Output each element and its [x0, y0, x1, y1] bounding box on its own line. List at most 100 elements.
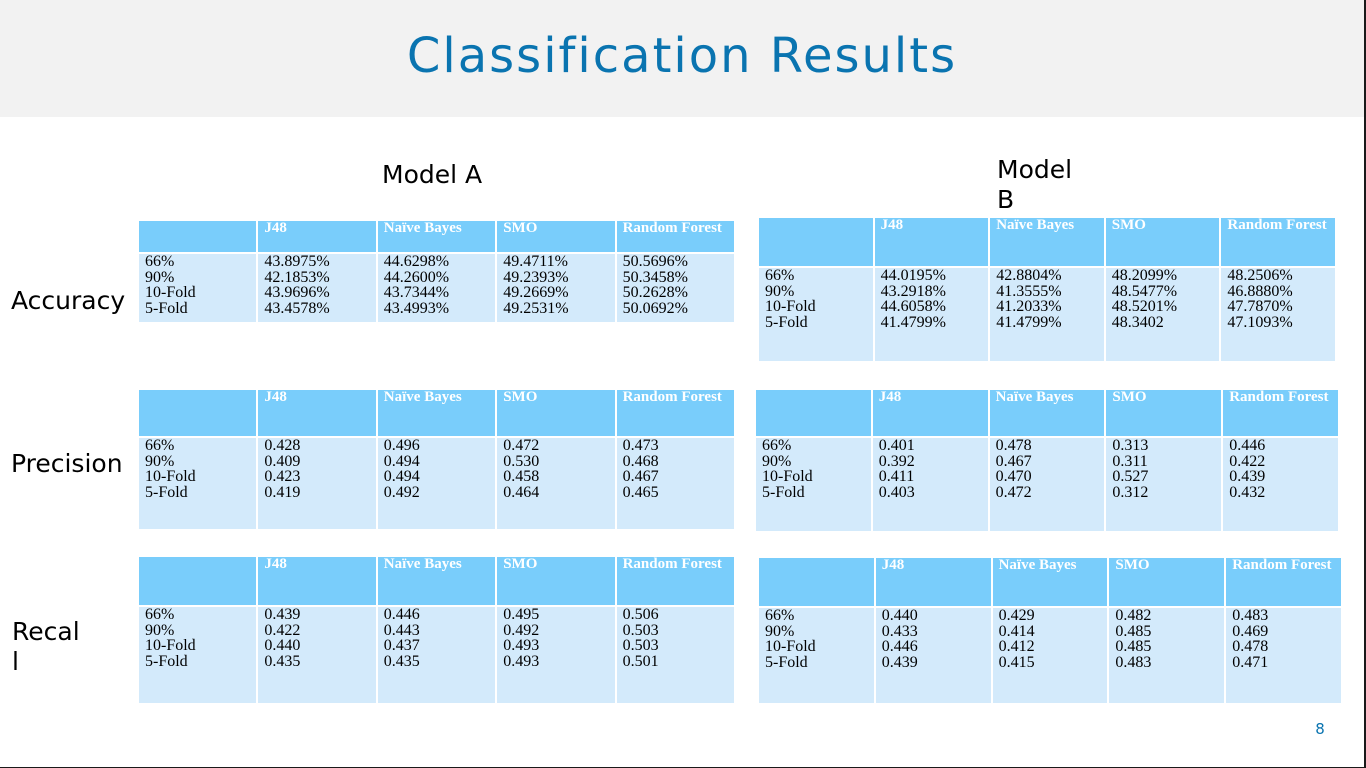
table-header-cell: SMO: [1105, 218, 1220, 266]
table-value: 0.311: [1112, 452, 1148, 470]
table-header-cell: SMO: [497, 557, 615, 605]
table-value: 0.446: [383, 607, 420, 623]
row-label-precision: Precision: [11, 449, 123, 478]
table-value: 0.467: [622, 468, 659, 485]
table-value: 0.435: [264, 652, 301, 670]
table-row-label: 5-Fold: [765, 653, 808, 671]
table-value: 0.409: [264, 452, 301, 470]
table-value: 0.412: [998, 638, 1035, 655]
table-value: 0.464: [503, 483, 540, 501]
table-header-cell: Naïve Bayes: [990, 218, 1104, 266]
table-row-labels-cell: 66% 90% 10-Fold 5-Fold: [139, 438, 257, 529]
model-b-title-line1: Model: [997, 155, 1073, 184]
table-value: 48.5477%: [1111, 282, 1178, 300]
table-value: 50.0692%: [622, 299, 688, 317]
model-b-title-line2: B: [997, 185, 1015, 214]
table-header-cell: Naïve Bayes: [989, 390, 1105, 436]
table-value: 0.494: [383, 468, 420, 485]
table-value: 0.482: [1115, 608, 1152, 624]
table-value: 43.2918%: [880, 282, 946, 300]
right-border: [1364, 0, 1366, 768]
table-value: 0.485: [1115, 638, 1152, 655]
table-header-cell: Naïve Bayes: [377, 221, 496, 252]
table-value: 0.428: [264, 438, 301, 454]
table-header-cell: J48: [874, 218, 989, 266]
table-value: 0.414: [998, 622, 1035, 640]
table-value: 48.2506%: [1227, 268, 1293, 284]
table-value: 0.423: [264, 468, 301, 485]
table-row-label: 10-Fold: [765, 298, 816, 315]
table-values-cell: 0.313 0.311 0.527 0.312: [1106, 438, 1222, 531]
table-value: 0.429: [998, 608, 1035, 624]
table-header-cell: Random Forest: [616, 390, 734, 436]
row-label-accuracy: Accuracy: [11, 286, 126, 315]
table-value: 0.403: [878, 483, 915, 501]
table-model-a-precision: J48 Naïve Bayes SMO Random Forest 66% 90% 10-F…: [139, 390, 734, 529]
table-header-cell: Random Forest: [1226, 558, 1341, 606]
table-row-labels-cell: 66% 90% 10-Fold 5-Fold: [139, 254, 257, 322]
table-values-cell: 0.439 0.422 0.440 0.435: [258, 607, 376, 703]
table-header-cell: Naïve Bayes: [377, 390, 496, 436]
table-value: 0.432: [1229, 483, 1266, 501]
table-value: 0.495: [503, 607, 540, 623]
table-model-a-accuracy: J48 Naïve Bayes SMO Random Forest 66% 90% 10-F…: [139, 221, 734, 322]
table-value: 49.2531%: [503, 299, 569, 317]
table-values-cell: 0.495 0.492 0.493 0.493: [497, 607, 615, 703]
table-header-corner: [139, 221, 257, 252]
table-value: 47.7870%: [1227, 298, 1293, 315]
table-row-label: 90%: [145, 268, 175, 286]
table-value: 0.483: [1232, 608, 1269, 624]
table-value: 0.493: [503, 637, 540, 654]
table-row-label: 90%: [765, 282, 795, 300]
model-a-title: Model A: [382, 160, 483, 189]
table-value: 0.440: [264, 637, 301, 654]
table-value: 41.3555%: [996, 282, 1062, 300]
table-values-cell: 0.478 0.467 0.470 0.472: [989, 438, 1105, 531]
table-values-cell: 0.440 0.433 0.446 0.439: [875, 608, 991, 703]
table-value: 44.2600%: [383, 268, 450, 286]
table-value: 46.8880%: [1227, 282, 1293, 300]
table-header-corner: [139, 557, 257, 605]
table-values-cell: 44.6298% 44.2600% 43.7344% 43.4993%: [377, 254, 496, 322]
table-value: 0.458: [503, 468, 540, 485]
table-row-label: 10-Fold: [762, 468, 813, 485]
table-value: 0.411: [878, 468, 915, 485]
table-header-cell: J48: [258, 221, 376, 252]
table-value: 0.527: [1112, 468, 1149, 485]
table-row-label: 5-Fold: [145, 299, 188, 317]
table-value: 0.494: [383, 452, 420, 470]
table-value: 41.4799%: [880, 313, 946, 331]
table-header-corner: [139, 390, 257, 436]
table-value: 0.478: [995, 438, 1032, 454]
table-header-cell: Random Forest: [1221, 218, 1335, 266]
table-value: 0.439: [264, 607, 301, 623]
table-model-a-recall: J48 Naïve Bayes SMO Random Forest 66% 90% 10-F…: [139, 557, 734, 703]
table-row-labels-cell: 66% 90% 10-Fold 5-Fold: [756, 438, 871, 531]
table-header-cell: J48: [258, 557, 376, 605]
table-values-cell: 0.506 0.503 0.503 0.501: [616, 607, 734, 703]
table-header-cell: Random Forest: [616, 557, 734, 605]
table-row-label: 5-Fold: [145, 652, 188, 670]
table-values-cell: 0.446 0.443 0.437 0.435: [377, 607, 496, 703]
table-value: 0.312: [1112, 483, 1149, 501]
table-header-cell: SMO: [497, 390, 615, 436]
table-header-cell: SMO: [1109, 558, 1225, 606]
table-values-cell: 0.496 0.494 0.494 0.492: [377, 438, 496, 529]
table-value: 49.2393%: [503, 268, 569, 286]
slide-header-band: [0, 0, 1364, 117]
table-value: 0.530: [503, 452, 540, 470]
table-row-label: 10-Fold: [765, 638, 816, 655]
table-values-cell: 50.5696% 50.3458% 50.2628% 50.0692%: [616, 254, 734, 322]
table-row-label: 66%: [765, 268, 795, 284]
table-values-cell: 0.483 0.469 0.478 0.471: [1226, 608, 1341, 703]
table-value: 42.8804%: [996, 268, 1062, 284]
table-row-label: 66%: [145, 607, 175, 623]
table-value: 48.2099%: [1111, 268, 1178, 284]
table-value: 0.422: [264, 621, 301, 639]
table-value: 0.415: [998, 653, 1035, 671]
table-value: 50.5696%: [622, 254, 688, 270]
table-header-corner: [756, 390, 871, 436]
table-value: 47.1093%: [1227, 313, 1293, 331]
table-row-label: 66%: [762, 438, 792, 454]
table-value: 0.483: [1115, 653, 1152, 671]
